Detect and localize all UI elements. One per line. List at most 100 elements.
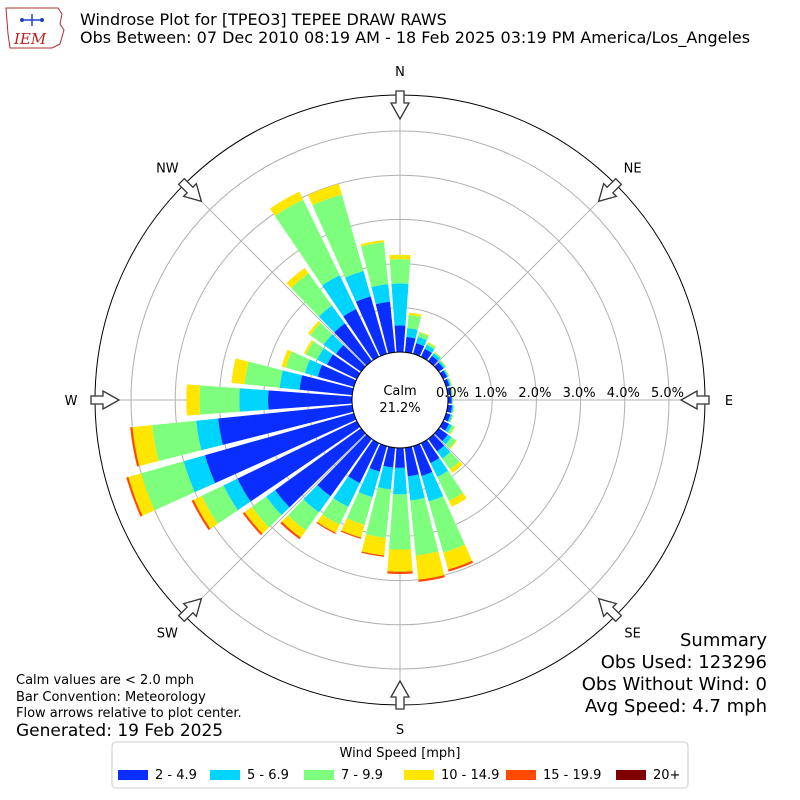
bar-dir-140-bin-3: [450, 461, 463, 473]
bar-dir-220-bin-0: [317, 434, 372, 497]
generated-date: Generated: 19 Feb 2025: [16, 721, 223, 741]
bar-dir-180-bin-0: [395, 447, 405, 468]
compass-arrow-s: [389, 679, 411, 710]
calm-percent: 21.2%: [379, 401, 420, 416]
bar-dir-340-bin-2: [312, 194, 364, 278]
compass-label-se: SE: [624, 627, 640, 642]
bar-dir-160-bin-2: [428, 496, 465, 553]
bar-dir-110-bin-2: [449, 414, 453, 423]
bar-dir-200-bin-3: [341, 518, 365, 538]
bar-dir-330-bin-3: [269, 191, 304, 216]
bar-dir-320-bin-2: [291, 273, 332, 317]
bar-dir-270-bin-0: [268, 390, 353, 410]
bar-dir-180-bin-1: [393, 467, 407, 495]
bar-dir-240-bin-3: [193, 495, 218, 529]
bar-dir-250-bin-3: [128, 473, 155, 516]
bar-dir-250-bin-4: [126, 476, 143, 517]
compass-arrow-sw: [177, 597, 203, 623]
bar-dir-220-bin-4: [280, 521, 301, 540]
bar-dir-280-bin-2: [244, 361, 283, 388]
iem-logo: IEM: [5, 7, 65, 49]
compass-label-w: W: [65, 394, 78, 409]
bar-dir-200-bin-1: [358, 467, 380, 498]
bar-dir-130-bin-3: [449, 440, 457, 449]
legend-label-4: 15 - 19.9: [543, 768, 601, 783]
bar-dir-290-bin-0: [317, 364, 357, 387]
bar-dir-280-bin-3: [231, 358, 249, 385]
bar-dir-240-bin-4: [191, 499, 211, 531]
bar-dir-260-bin-4: [130, 427, 140, 467]
bar-dir-260-bin-0: [218, 404, 354, 445]
bar-dir-170-bin-3: [415, 551, 445, 580]
ring-label-1: 1.0%: [474, 386, 507, 401]
bar-dir-30-bin-1: [424, 344, 435, 353]
bar-dir-0-bin-3: [389, 254, 411, 260]
bar-dir-220-bin-2: [287, 499, 319, 531]
bar-dir-350-bin-1: [371, 284, 391, 305]
bar-dir-170-bin-4: [418, 575, 445, 582]
bar-dir-150-bin-3: [448, 492, 467, 507]
bar-dir-100-bin-2: [452, 405, 455, 414]
bar-dir-20-bin-2: [417, 332, 429, 341]
bar-dir-210-bin-4: [316, 521, 336, 534]
bar-dir-150-bin-2: [437, 470, 464, 501]
bar-dir-340-bin-3: [307, 183, 342, 206]
bar-dir-300-bin-2: [305, 341, 324, 360]
bar-dir-100-bin-1: [450, 405, 454, 414]
flow-arrows-note: Flow arrows relative to plot center.: [16, 706, 242, 721]
bar-dir-20-bin-3: [419, 331, 430, 337]
grid-spoke-5: [183, 433, 367, 617]
bar-dir-40-bin-3: [434, 351, 442, 358]
bar-dir-250-bin-2: [141, 461, 195, 511]
bar-dir-40-bin-2: [433, 352, 442, 359]
bar-dir-110-bin-3: [450, 414, 454, 423]
bar-dir-10-bin-1: [406, 328, 418, 339]
grid-spoke-7: [183, 183, 367, 367]
bar-dir-270-bin-2: [199, 385, 240, 415]
bar-dir-110-bin-0: [443, 413, 451, 422]
bar-dir-310-bin-2: [310, 322, 333, 345]
legend-swatch-5: [616, 770, 646, 780]
bar-dir-330-bin-1: [322, 275, 357, 317]
compass-label-nw: NW: [156, 161, 179, 176]
legend-swatch-3: [404, 770, 434, 780]
chart-subtitle: Obs Between: 07 Dec 2010 08:19 AM - 18 F…: [80, 28, 750, 48]
bar-dir-250-bin-1: [183, 455, 216, 493]
bar-dir-150-bin-0: [420, 439, 440, 464]
bar-dir-240-bin-1: [223, 478, 251, 511]
grid-spoke-1: [433, 183, 617, 367]
compass-arrow-e: [679, 389, 710, 411]
summary-avg-speed: Avg Speed: 4.7 mph: [585, 696, 767, 717]
bar-dir-240-bin-2: [201, 485, 238, 524]
bar-dir-70-bin-1: [447, 378, 451, 386]
bar-dir-30-bin-2: [426, 342, 436, 350]
bar-dir-210-bin-0: [348, 439, 380, 484]
bar-dir-70-bin-2: [448, 377, 452, 386]
bar-dir-0-bin-2: [389, 259, 411, 284]
bar-dir-10-bin-3: [408, 312, 422, 318]
bar-dir-210-bin-2: [322, 498, 349, 525]
compass-arrow-se: [597, 597, 623, 623]
bar-dir-10-bin-0: [404, 336, 416, 354]
bar-dir-290-bin-1: [304, 359, 322, 377]
calm-label: Calm: [383, 384, 416, 399]
bar-dir-190-bin-1: [377, 465, 394, 490]
calm-definition: Calm values are < 2.0 mph: [16, 673, 194, 688]
bar-dir-240-bin-0: [237, 420, 361, 502]
ring-label-2: 2.0%: [518, 386, 551, 401]
compass-arrow-n: [389, 90, 411, 121]
legend-label-5: 20+: [653, 768, 680, 783]
bar-dir-210-bin-1: [333, 476, 360, 507]
bar-dir-290-bin-3: [281, 349, 292, 368]
bar-dir-30-bin-0: [420, 348, 432, 361]
compass-label-sw: SW: [157, 627, 178, 642]
bar-dir-310-bin-3: [308, 320, 321, 336]
compass-label-s: S: [396, 723, 404, 738]
bar-dir-350-bin-2: [361, 242, 389, 288]
bar-dir-340-bin-0: [355, 296, 387, 357]
bar-dir-200-bin-0: [369, 443, 387, 472]
bar-dir-260-bin-2: [152, 420, 202, 462]
polar-plot: Calm 21.2% 0.0% 1.0% 2.0% 3.0% 4.0% 5.0% N NE E SE S…: [65, 65, 734, 738]
bar-dir-160-bin-1: [421, 472, 444, 502]
bar-dir-250-bin-0: [204, 413, 357, 484]
